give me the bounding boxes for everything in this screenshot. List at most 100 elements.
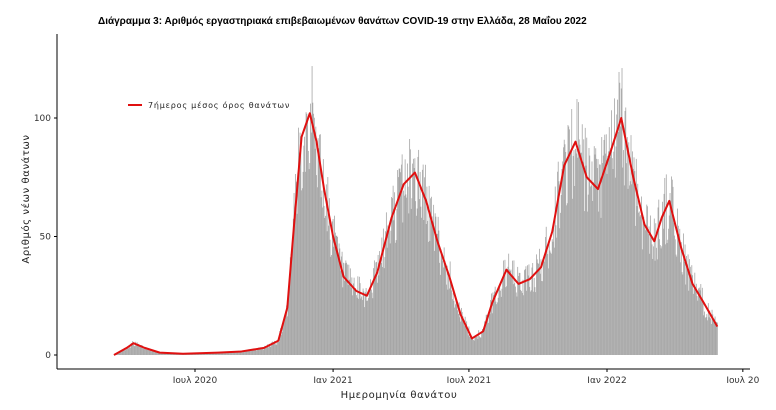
daily-deaths-bar [625, 107, 627, 355]
daily-deaths-bar [695, 286, 696, 355]
daily-deaths-bar [536, 254, 537, 355]
daily-deaths-bar [631, 184, 633, 355]
daily-deaths-bar [124, 350, 126, 355]
daily-deaths-bar [529, 286, 531, 355]
daily-deaths-bar [125, 348, 127, 355]
daily-deaths-bar [684, 244, 686, 355]
daily-deaths-bar [165, 353, 167, 355]
daily-deaths-bar [329, 239, 331, 355]
daily-deaths-bar [584, 211, 585, 355]
daily-deaths-bar [412, 158, 414, 355]
daily-deaths-bar [202, 353, 203, 355]
daily-deaths-bar [241, 352, 243, 355]
daily-deaths-bar [424, 164, 426, 355]
daily-deaths-bar [447, 289, 449, 355]
daily-deaths-bar [512, 260, 513, 355]
daily-deaths-bar [377, 254, 379, 355]
daily-deaths-bar [154, 350, 156, 355]
daily-deaths-bar [164, 353, 166, 355]
daily-deaths-bar [130, 343, 132, 355]
daily-deaths-bar [707, 320, 708, 355]
daily-deaths-bar [421, 217, 423, 355]
daily-deaths-bar [151, 351, 153, 355]
daily-deaths-bar [393, 220, 395, 355]
daily-deaths-bar [569, 155, 571, 355]
daily-deaths-bar [347, 284, 349, 355]
daily-deaths-bar [665, 244, 666, 355]
daily-deaths-bar [142, 345, 143, 355]
daily-deaths-bar [254, 350, 256, 355]
daily-deaths-bar [150, 350, 152, 355]
daily-deaths-bar [500, 296, 502, 355]
daily-deaths-bar [452, 292, 454, 355]
daily-deaths-bar [370, 289, 372, 355]
daily-deaths-bar [442, 260, 444, 355]
daily-deaths-bar [304, 171, 306, 355]
daily-deaths-bar [205, 353, 207, 355]
daily-deaths-bar [149, 349, 151, 355]
daily-deaths-bar [440, 274, 441, 355]
daily-deaths-bar [371, 292, 373, 355]
daily-deaths-bar [406, 197, 408, 355]
daily-deaths-bar [418, 149, 420, 355]
daily-deaths-bar [223, 352, 224, 355]
daily-deaths-bar [488, 322, 489, 355]
daily-deaths-bar [680, 242, 682, 355]
daily-deaths-bar [515, 286, 516, 355]
daily-deaths-bar [312, 102, 314, 356]
daily-deaths-bar [513, 260, 515, 355]
daily-deaths-bar [599, 164, 601, 355]
daily-deaths-bar [579, 144, 581, 355]
daily-deaths-bar [487, 315, 489, 355]
daily-deaths-bar [472, 338, 474, 355]
daily-deaths-bar [415, 201, 417, 355]
daily-deaths-bar [385, 231, 387, 355]
daily-deaths-bar [701, 287, 703, 355]
daily-deaths-bar [509, 269, 510, 355]
daily-deaths-bar [612, 168, 614, 355]
daily-deaths-bar [585, 165, 587, 355]
daily-deaths-bar [439, 262, 441, 355]
daily-deaths-bar [120, 350, 122, 355]
daily-deaths-bar [710, 324, 712, 355]
daily-deaths-bar [515, 292, 517, 355]
daily-deaths-bar [542, 281, 543, 355]
daily-deaths-bar [461, 307, 462, 355]
daily-deaths-bar [218, 353, 220, 355]
daily-deaths-bar [638, 211, 640, 355]
daily-deaths-bar [478, 330, 480, 355]
daily-deaths-bar [494, 291, 495, 355]
daily-deaths-bar [649, 253, 651, 355]
daily-deaths-bar [710, 318, 711, 355]
daily-deaths-bar [130, 347, 131, 355]
daily-deaths-bar [421, 169, 423, 355]
daily-deaths-bar [573, 150, 575, 355]
daily-deaths-bar [464, 316, 466, 355]
daily-deaths-bar [455, 297, 457, 355]
daily-deaths-bar [678, 233, 680, 355]
daily-deaths-bar [349, 279, 350, 355]
daily-deaths-bar [519, 272, 521, 355]
daily-deaths-bar [148, 350, 150, 355]
daily-deaths-bar [688, 290, 690, 355]
daily-deaths-bar [289, 274, 290, 355]
daily-deaths-bar [566, 203, 568, 355]
daily-deaths-bar [152, 351, 154, 355]
daily-deaths-bar [303, 145, 305, 355]
daily-deaths-bar [214, 352, 215, 355]
daily-deaths-bar [609, 156, 611, 355]
daily-deaths-bar [259, 347, 261, 355]
daily-deaths-bar [286, 305, 287, 355]
daily-deaths-bar [240, 350, 242, 355]
legend-label-moving-average: 7ήμερος μέσος όρος θανάτων [148, 100, 290, 110]
daily-deaths-bar [548, 239, 550, 355]
daily-deaths-bar [467, 335, 469, 355]
daily-deaths-bar [446, 265, 448, 355]
daily-deaths-bar [683, 261, 685, 355]
daily-deaths-bar [319, 134, 320, 355]
daily-deaths-bar [557, 161, 559, 355]
daily-deaths-bar [250, 349, 251, 355]
daily-deaths-bar [220, 352, 221, 355]
daily-deaths-bar [295, 181, 297, 355]
daily-deaths-bar [214, 352, 216, 355]
